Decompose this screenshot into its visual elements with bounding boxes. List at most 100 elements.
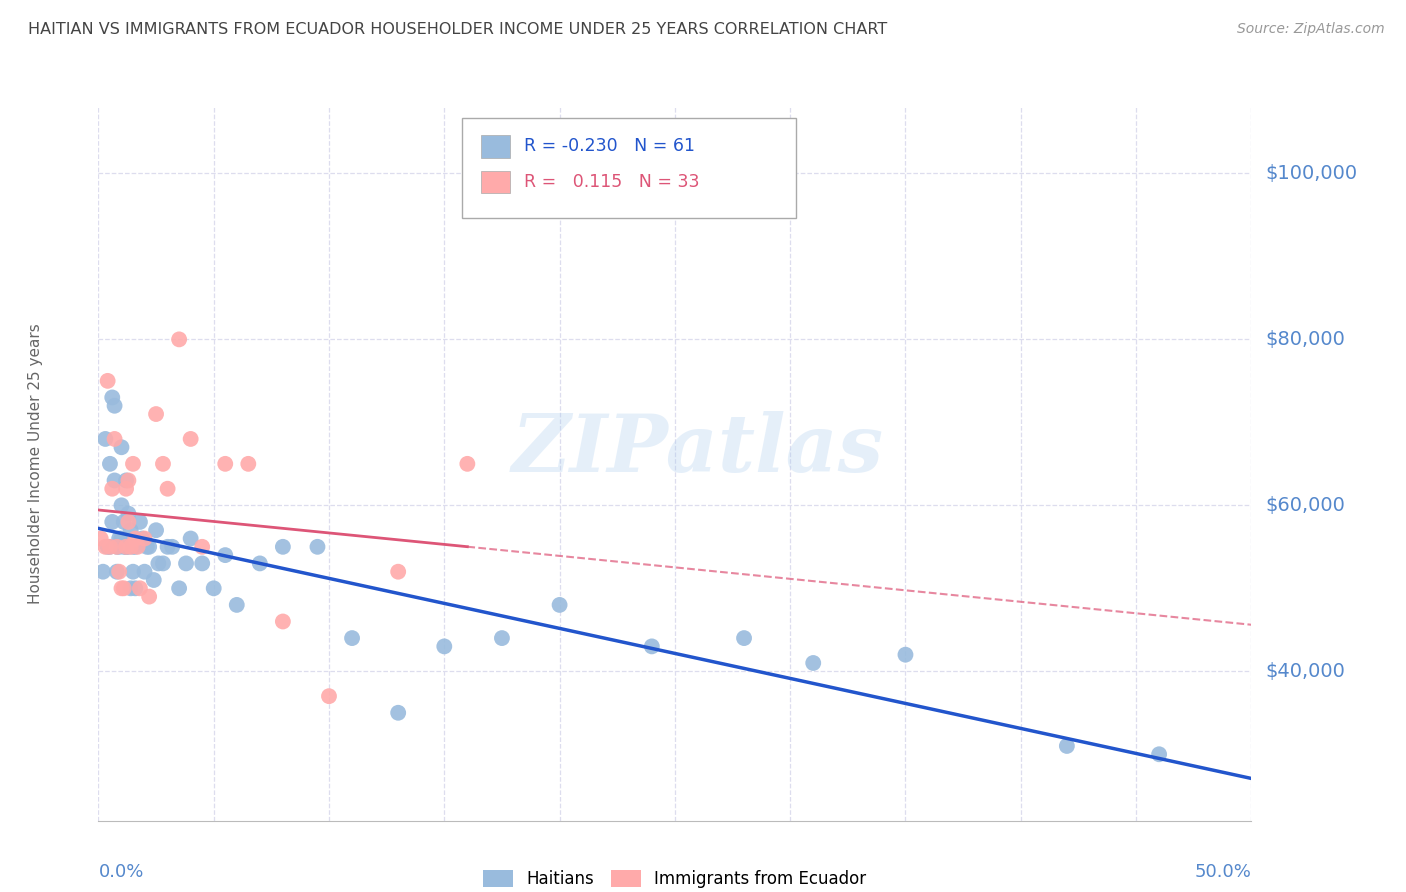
Point — [180, 432, 202, 446]
Point — [135, 540, 157, 554]
Point — [115, 540, 138, 554]
Point — [191, 557, 214, 571]
Point — [160, 540, 183, 554]
Point — [103, 474, 125, 488]
Point — [138, 590, 160, 604]
Text: ZIPatlas: ZIPatlas — [512, 411, 884, 488]
Point — [108, 540, 131, 554]
Point — [105, 540, 128, 554]
Point — [98, 540, 121, 554]
Point — [152, 557, 174, 571]
Point — [271, 615, 294, 629]
Point — [340, 631, 363, 645]
FancyBboxPatch shape — [461, 118, 796, 218]
Point — [122, 457, 145, 471]
Text: Householder Income Under 25 years: Householder Income Under 25 years — [28, 324, 42, 604]
Point — [110, 582, 132, 596]
Point — [156, 482, 179, 496]
Point — [142, 573, 165, 587]
Point — [249, 557, 271, 571]
Point — [214, 457, 236, 471]
Point — [801, 656, 824, 670]
Legend: Haitians, Immigrants from Ecuador: Haitians, Immigrants from Ecuador — [477, 863, 873, 892]
Text: $40,000: $40,000 — [1265, 662, 1346, 681]
Point — [90, 532, 112, 546]
Point — [167, 582, 190, 596]
Point — [225, 598, 247, 612]
Point — [98, 540, 121, 554]
Text: 50.0%: 50.0% — [1195, 863, 1251, 881]
Point — [156, 540, 179, 554]
Point — [387, 565, 409, 579]
Point — [117, 540, 139, 554]
Point — [112, 540, 135, 554]
Point — [148, 557, 170, 571]
Point — [108, 532, 131, 546]
Point — [191, 540, 214, 554]
Text: Source: ZipAtlas.com: Source: ZipAtlas.com — [1237, 22, 1385, 37]
Point — [94, 540, 117, 554]
Point — [120, 523, 142, 537]
Point — [167, 332, 190, 346]
Point — [134, 565, 156, 579]
Point — [101, 482, 124, 496]
Point — [98, 457, 121, 471]
Point — [433, 640, 456, 654]
Point — [152, 457, 174, 471]
Point — [129, 582, 152, 596]
Point — [127, 540, 149, 554]
Point — [115, 540, 138, 554]
Point — [115, 482, 138, 496]
Point — [548, 598, 571, 612]
Point — [120, 582, 142, 596]
Point — [108, 565, 131, 579]
Point — [115, 540, 138, 554]
Text: $100,000: $100,000 — [1265, 164, 1357, 183]
Point — [122, 540, 145, 554]
Text: 0.0%: 0.0% — [98, 863, 143, 881]
Text: $80,000: $80,000 — [1265, 330, 1346, 349]
Point — [456, 457, 478, 471]
Point — [145, 407, 167, 421]
Point — [117, 507, 139, 521]
Point — [117, 474, 139, 488]
Point — [101, 515, 124, 529]
Text: HAITIAN VS IMMIGRANTS FROM ECUADOR HOUSEHOLDER INCOME UNDER 25 YEARS CORRELATION: HAITIAN VS IMMIGRANTS FROM ECUADOR HOUSE… — [28, 22, 887, 37]
Point — [238, 457, 260, 471]
Point — [101, 391, 124, 405]
Point — [174, 557, 197, 571]
Point — [103, 432, 125, 446]
Point — [491, 631, 513, 645]
Point — [894, 648, 917, 662]
Point — [202, 582, 225, 596]
Point — [97, 374, 120, 388]
Point — [307, 540, 329, 554]
Bar — [481, 170, 510, 194]
Text: R = -0.230   N = 61: R = -0.230 N = 61 — [524, 137, 695, 155]
Point — [112, 515, 135, 529]
Point — [271, 540, 294, 554]
Point — [1147, 747, 1170, 762]
Point — [318, 689, 340, 703]
Point — [214, 548, 236, 562]
Point — [733, 631, 755, 645]
Point — [122, 565, 145, 579]
Point — [138, 540, 160, 554]
Point — [110, 499, 132, 513]
Point — [145, 523, 167, 537]
Point — [124, 532, 146, 546]
Text: R =   0.115   N = 33: R = 0.115 N = 33 — [524, 173, 699, 191]
Point — [387, 706, 409, 720]
Point — [180, 532, 202, 546]
Point — [97, 540, 120, 554]
Point — [131, 532, 153, 546]
Point — [641, 640, 664, 654]
Point — [110, 532, 132, 546]
Point — [129, 515, 152, 529]
Point — [1056, 739, 1078, 753]
Text: $60,000: $60,000 — [1265, 496, 1346, 515]
Point — [115, 474, 138, 488]
Point — [91, 565, 114, 579]
Point — [105, 540, 128, 554]
Point — [112, 582, 135, 596]
